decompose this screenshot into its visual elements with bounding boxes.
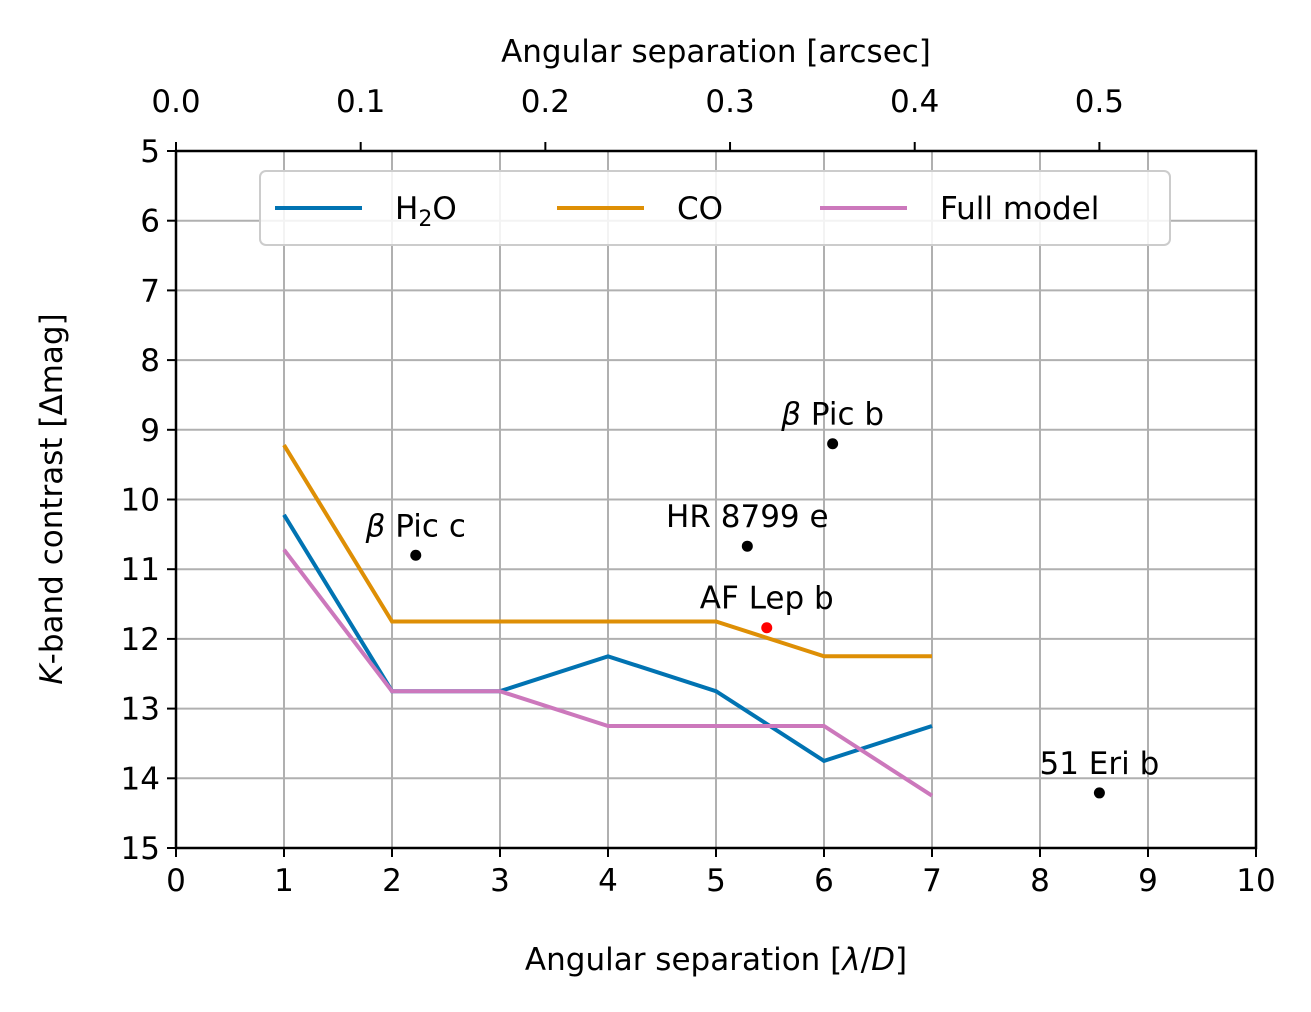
planet-point [1093, 787, 1105, 799]
y-tick-label: 9 [140, 413, 160, 449]
planet-label: β Pic c [365, 508, 466, 544]
legend-label-co: CO [677, 191, 723, 227]
top-tick-label: 0.2 [521, 84, 570, 120]
planet-point [827, 438, 839, 450]
legend: H2O CO Full model [259, 170, 1171, 246]
series-line-co [282, 444, 932, 659]
top-tick-label: 0.5 [1075, 84, 1124, 120]
x-tick-label: 5 [706, 863, 726, 899]
top-tick-label: 0.3 [705, 84, 754, 120]
planet-label: 51 Eri b [1040, 746, 1160, 782]
y-tick-label: 11 [121, 552, 160, 588]
legend-frame [259, 170, 1171, 246]
y-tick-label: 8 [140, 343, 160, 379]
planet-point [761, 622, 773, 634]
x-tick-label: 3 [490, 863, 510, 899]
x-tick-label: 10 [1236, 863, 1275, 899]
series-line-full-model [282, 548, 934, 798]
y-tick-label: 12 [121, 622, 160, 658]
x-tick-label: 7 [922, 863, 942, 899]
y-tick-label: 6 [140, 204, 160, 240]
x-tick-label: 9 [1138, 863, 1158, 899]
y-tick-label: 14 [121, 761, 160, 797]
planet-label: HR 8799 e [666, 499, 829, 535]
y-tick-label: 10 [121, 483, 160, 519]
y-tick-label: 13 [121, 692, 160, 728]
y-tick-label: 15 [121, 831, 160, 867]
series-lines [282, 444, 934, 798]
planet-label: β Pic b [780, 397, 884, 433]
x-tick-label: 6 [814, 863, 834, 899]
planet-point [741, 540, 753, 552]
top-tick-label: 0.0 [151, 84, 200, 120]
planet-point [410, 549, 422, 561]
y-axis-title: K-band contrast [Δmag] [34, 313, 70, 684]
legend-label-full-model: Full model [940, 191, 1099, 227]
x-tick-label: 0 [166, 863, 186, 899]
planet-points: β Pic b β Pic c HR 8799 e AF Lep b 51 Eri b [365, 397, 1160, 799]
x-tick-label: 4 [598, 863, 618, 899]
x-tick-label: 1 [274, 863, 294, 899]
x-axis-title: Angular separation [λ/D] [525, 942, 907, 978]
x-tick-label: 2 [382, 863, 402, 899]
top-axis-title: Angular separation [arcsec] [501, 34, 931, 70]
top-tick-label: 0.1 [336, 84, 385, 120]
x-tick-label: 8 [1030, 863, 1050, 899]
top-tick-label: 0.4 [890, 84, 939, 120]
y-tick-label: 7 [140, 273, 160, 309]
planet-label: AF Lep b [700, 581, 834, 617]
y-tick-label: 5 [140, 134, 160, 170]
